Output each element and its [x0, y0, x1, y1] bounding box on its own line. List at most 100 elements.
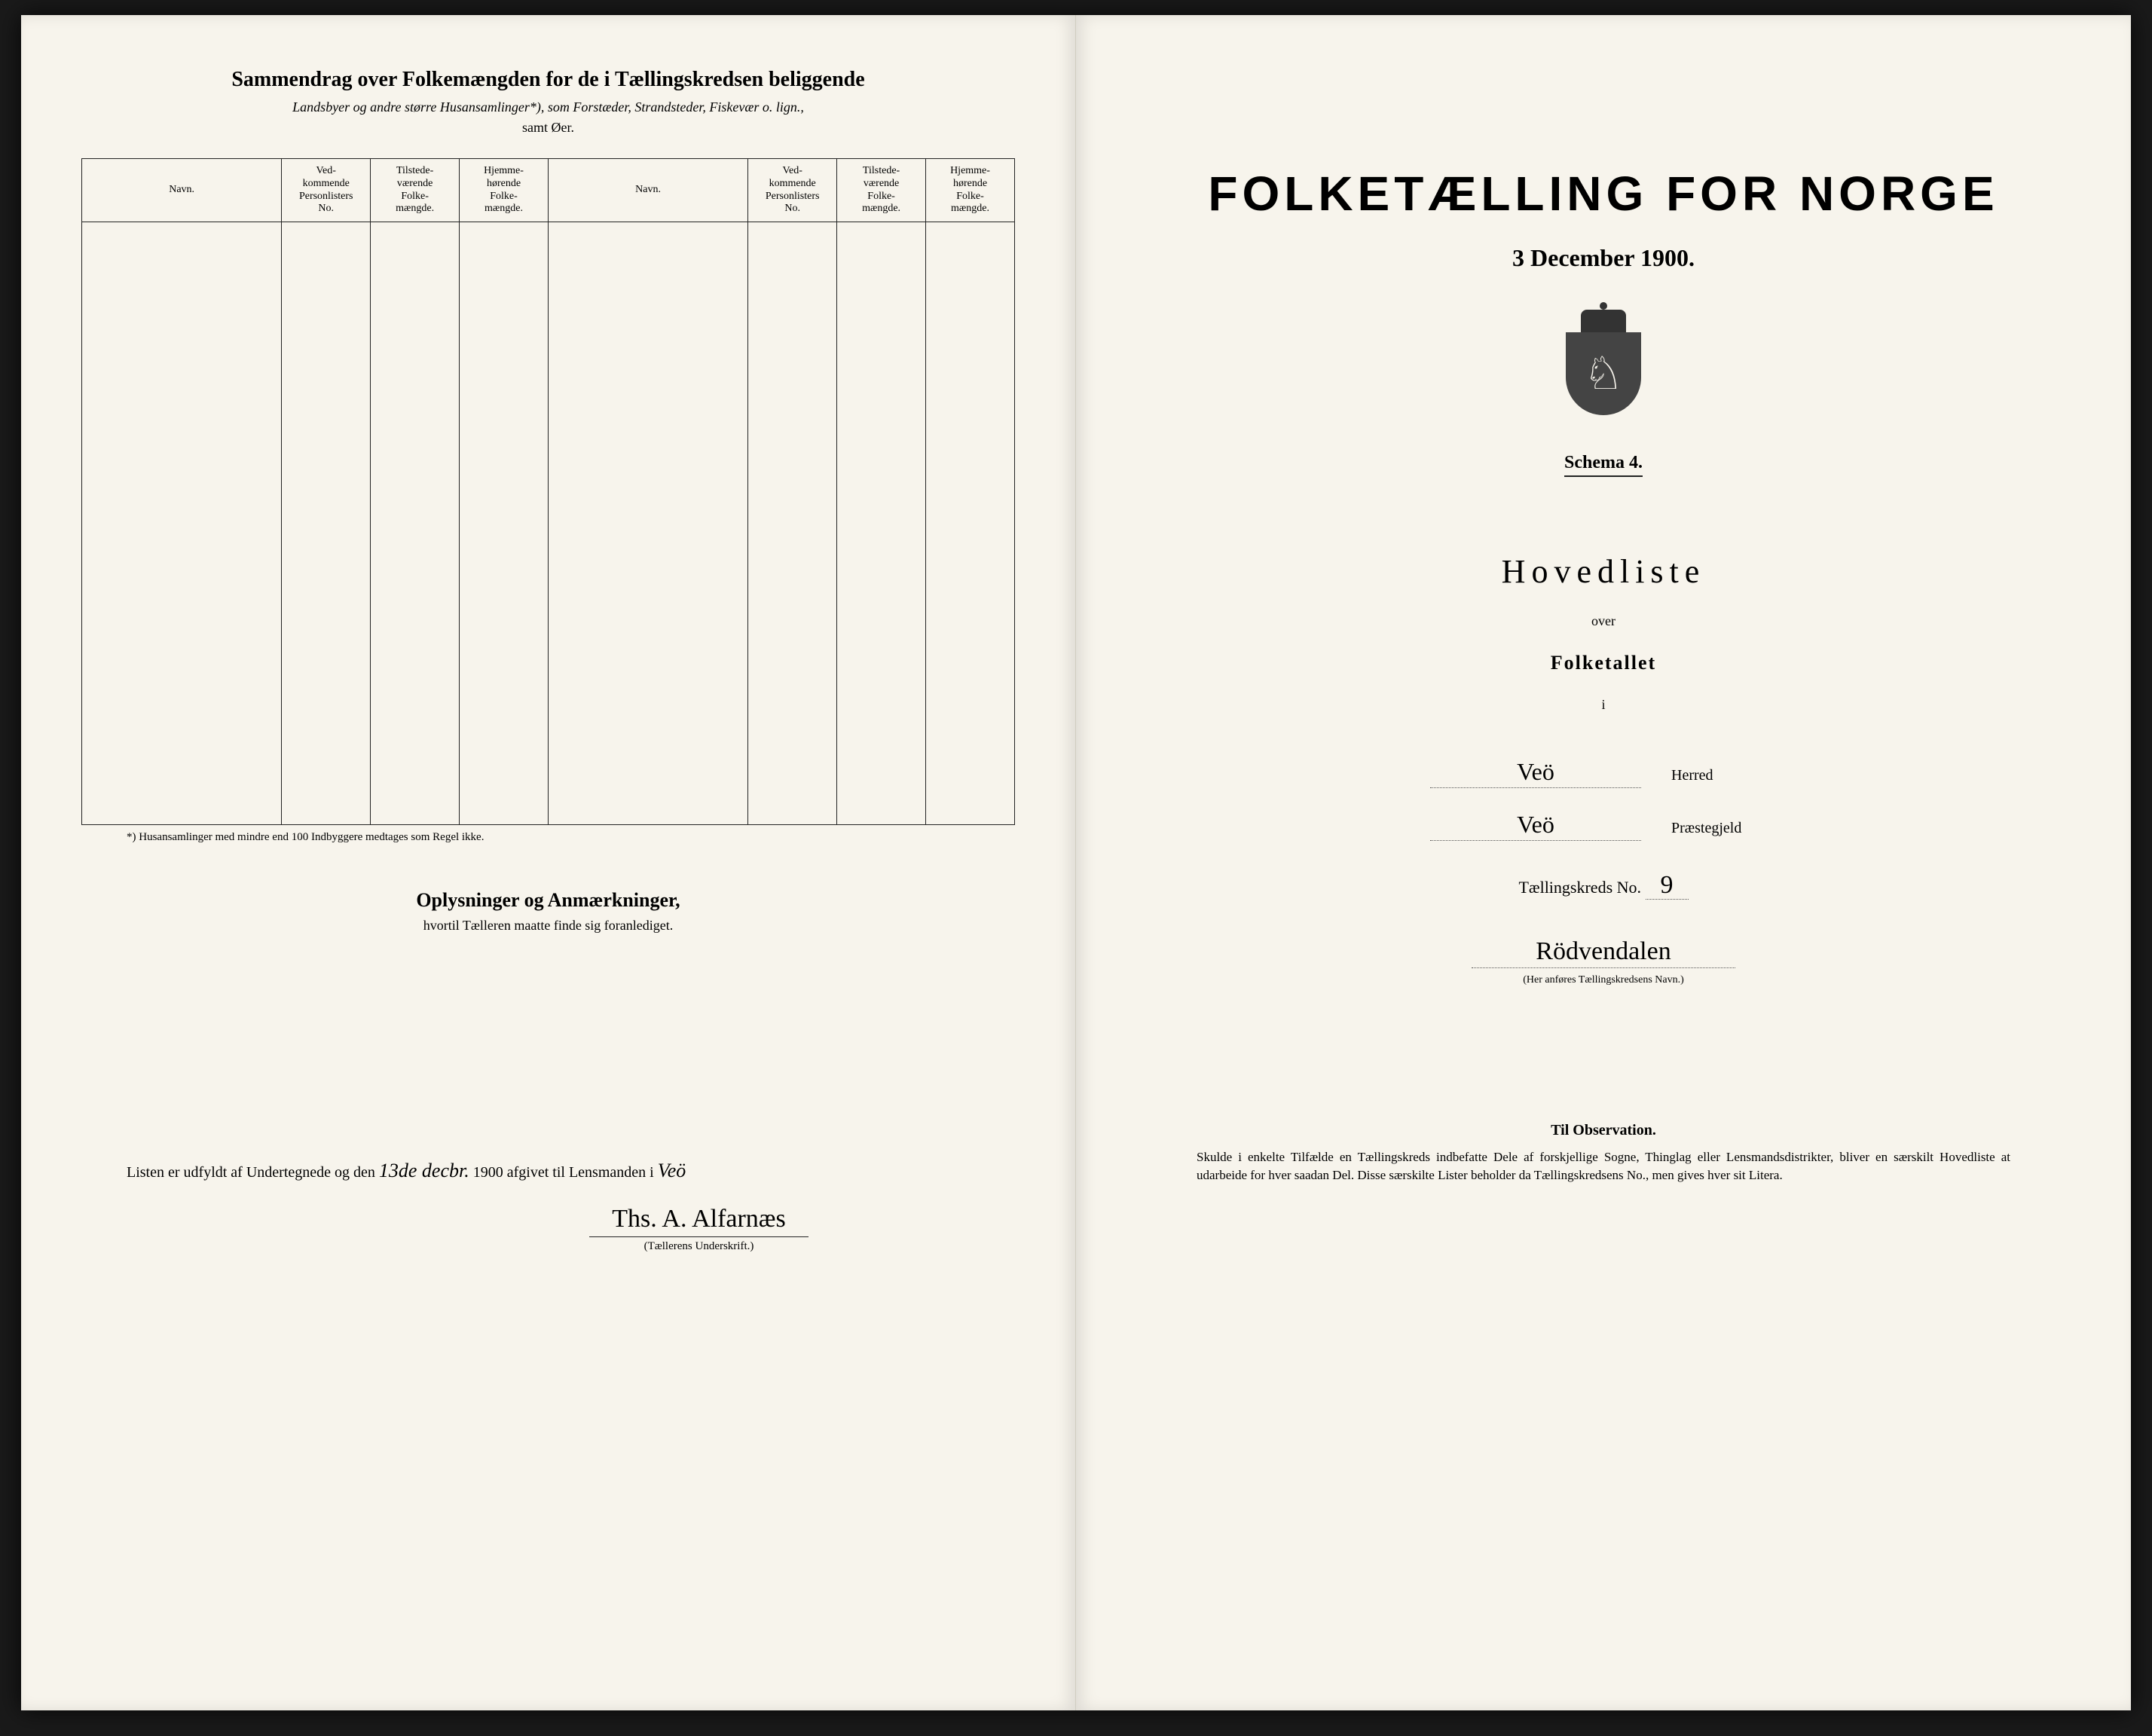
table-cell — [371, 343, 460, 403]
observation-text: Skulde i enkelte Tilfælde en Tællingskre… — [1136, 1148, 2071, 1184]
table-cell — [837, 644, 926, 704]
table-cell — [282, 283, 371, 343]
table-cell — [371, 222, 460, 283]
table-cell — [82, 644, 282, 704]
table-cell — [460, 283, 549, 343]
col-vedkommende-1: Ved- kommende Personlisters No. — [282, 159, 371, 222]
table-row — [82, 463, 1015, 524]
footnote: *) Husansamlinger med mindre end 100 Ind… — [127, 831, 1015, 844]
table-row — [82, 283, 1015, 343]
col-hjemme-1: Hjemme- hørende Folke- mængde. — [460, 159, 549, 222]
sig-year: 1900 — [473, 1164, 503, 1181]
table-cell — [282, 343, 371, 403]
table-cell — [548, 584, 747, 644]
kreds-label: Tællingskreds No. — [1518, 878, 1641, 897]
table-cell — [748, 403, 837, 463]
sig-place: Veö — [658, 1160, 686, 1181]
col-navn-2: Navn. — [548, 159, 747, 222]
table-cell — [926, 283, 1015, 343]
table-cell — [82, 403, 282, 463]
table-cell — [460, 644, 549, 704]
crown-icon — [1581, 310, 1626, 332]
table-cell — [748, 584, 837, 644]
table-cell — [837, 524, 926, 584]
table-body — [82, 222, 1015, 825]
praeste-line: Veö Præstegjeld — [1136, 811, 2071, 841]
table-row — [82, 704, 1015, 765]
table-cell — [371, 463, 460, 524]
sig-prefix: Listen er udfyldt af Undertegnede og den — [127, 1164, 375, 1181]
sig-middle: afgivet til Lensmanden i — [507, 1164, 654, 1181]
lion-icon: ♘ — [1583, 347, 1624, 400]
table-cell — [548, 524, 747, 584]
table-cell — [548, 463, 747, 524]
table-cell — [282, 765, 371, 825]
date-line: 3 December 1900. — [1136, 244, 2071, 272]
col-hjemme-2: Hjemme- hørende Folke- mængde. — [926, 159, 1015, 222]
col-tilstede-1: Tilstede- værende Folke- mængde. — [371, 159, 460, 222]
table-cell — [82, 704, 282, 765]
sig-label: (Tællerens Underskrift.) — [383, 1240, 1015, 1253]
col-vedkommende-2: Ved- kommende Personlisters No. — [748, 159, 837, 222]
table-cell — [82, 283, 282, 343]
col-tilstede-2: Tilstede- værende Folke- mængde. — [837, 159, 926, 222]
table-row — [82, 584, 1015, 644]
table-cell — [748, 765, 837, 825]
herred-value: Veö — [1430, 758, 1641, 788]
table-cell — [748, 524, 837, 584]
table-cell — [837, 704, 926, 765]
main-title: FOLKETÆLLING FOR NORGE — [1136, 166, 2071, 222]
kreds-name: Rödvendalen — [1472, 937, 1735, 968]
left-page: Sammendrag over Folkemængden for de i Tæ… — [21, 15, 1076, 1710]
table-cell — [837, 283, 926, 343]
table-cell — [82, 463, 282, 524]
table-cell — [926, 222, 1015, 283]
table-cell — [282, 524, 371, 584]
right-page: FOLKETÆLLING FOR NORGE 3 December 1900. … — [1076, 15, 2131, 1710]
table-cell — [82, 222, 282, 283]
table-cell — [371, 704, 460, 765]
signature-box: Ths. A. Alfarnæs (Tællerens Underskrift.… — [383, 1205, 1015, 1253]
table-cell — [926, 463, 1015, 524]
table-cell — [926, 524, 1015, 584]
table-cell — [460, 222, 549, 283]
table-cell — [282, 463, 371, 524]
table-cell — [926, 584, 1015, 644]
i-word: i — [1136, 697, 2071, 713]
summary-table: Navn. Ved- kommende Personlisters No. Ti… — [81, 158, 1015, 825]
table-cell — [371, 524, 460, 584]
hovedliste: Hovedliste — [1136, 552, 2071, 591]
table-cell — [460, 584, 549, 644]
table-row — [82, 765, 1015, 825]
table-cell — [82, 343, 282, 403]
book-spread: Sammendrag over Folkemængden for de i Tæ… — [21, 15, 2131, 1710]
table-cell — [371, 765, 460, 825]
table-cell — [548, 765, 747, 825]
table-cell — [282, 584, 371, 644]
table-cell — [82, 765, 282, 825]
table-cell — [460, 765, 549, 825]
table-cell — [282, 644, 371, 704]
table-row — [82, 343, 1015, 403]
shield-icon: ♘ — [1566, 332, 1641, 415]
table-cell — [82, 524, 282, 584]
table-cell — [748, 644, 837, 704]
praeste-value: Veö — [1430, 811, 1641, 841]
herred-label: Herred — [1671, 767, 1777, 784]
left-subtitle: Landsbyer og andre større Husansamlinger… — [81, 99, 1015, 115]
oplysninger-title: Oplysninger og Anmærkninger, — [81, 889, 1015, 912]
coat-of-arms-icon: ♘ — [1562, 310, 1645, 415]
kreds-line: Tællingskreds No. 9 — [1136, 871, 2071, 900]
table-cell — [371, 283, 460, 343]
table-cell — [371, 403, 460, 463]
table-cell — [282, 704, 371, 765]
table-cell — [548, 283, 747, 343]
table-cell — [748, 704, 837, 765]
table-cell — [460, 463, 549, 524]
schema-label: Schema 4. — [1564, 453, 1643, 477]
sig-date: 13de decbr. — [379, 1160, 469, 1181]
table-cell — [282, 222, 371, 283]
col-navn-1: Navn. — [82, 159, 282, 222]
praeste-label: Præstegjeld — [1671, 820, 1777, 837]
table-cell — [460, 403, 549, 463]
